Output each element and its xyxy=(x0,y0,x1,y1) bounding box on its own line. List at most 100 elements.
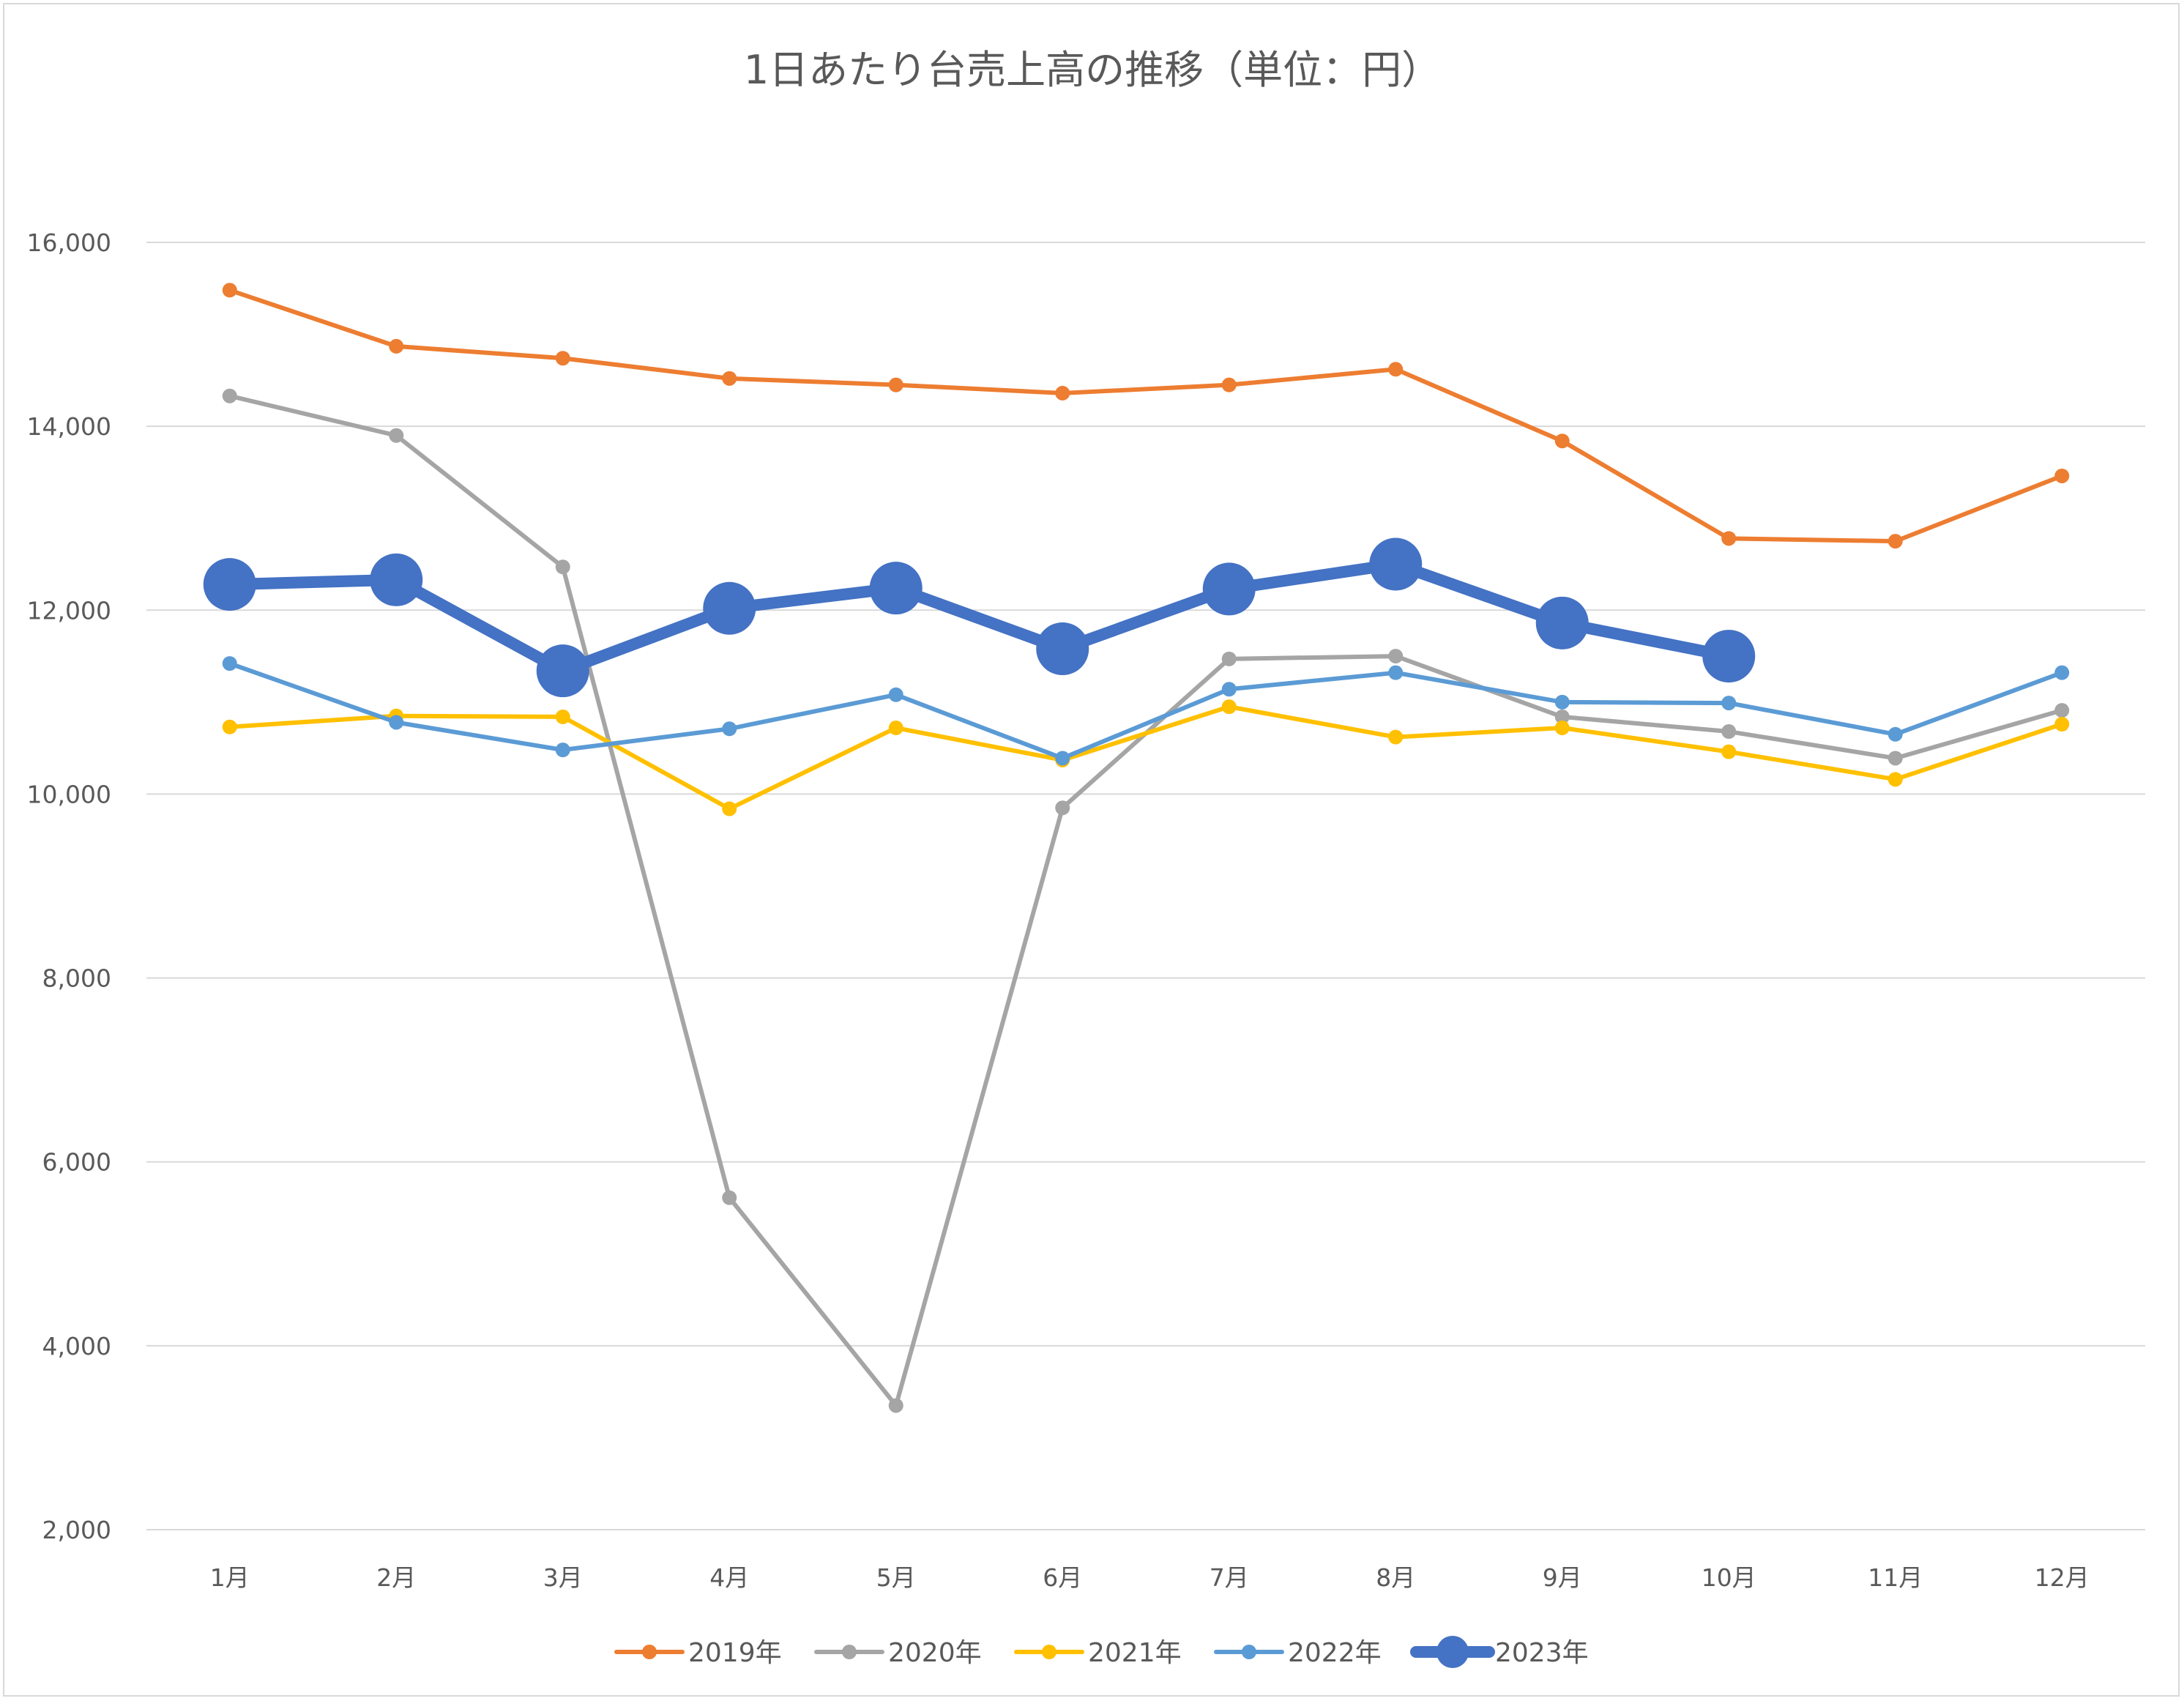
data-point xyxy=(888,687,903,702)
data-point xyxy=(222,656,237,671)
series-2023年 xyxy=(203,537,1756,698)
data-point xyxy=(1887,751,1903,766)
data-point xyxy=(1554,694,1570,710)
y-tick-label: 14,000 xyxy=(27,412,111,441)
series-2022年 xyxy=(222,656,2070,766)
y-tick-label: 2,000 xyxy=(42,1516,111,1544)
data-point xyxy=(222,388,237,403)
data-point xyxy=(888,377,903,392)
data-point xyxy=(1554,709,1570,724)
data-point xyxy=(389,428,404,443)
data-point xyxy=(1721,744,1737,759)
legend-label: 2021年 xyxy=(1088,1638,1182,1668)
data-point xyxy=(1554,721,1570,736)
chart-frame: 1日あたり台売上高の推移（単位：円） 2,000 4,000 6,000 8,000 1… xyxy=(3,3,2180,1697)
series-2020年 xyxy=(222,388,2070,1413)
data-point xyxy=(722,1190,737,1205)
data-point xyxy=(555,709,570,724)
x-tick-label: 3月 xyxy=(543,1563,583,1592)
legend: 2019年 2020年 2021年 2022年 2023年 xyxy=(614,1636,1589,1668)
legend-swatch-marker xyxy=(1436,1636,1469,1668)
data-point xyxy=(1369,537,1423,591)
x-tick-label: 12月 xyxy=(2035,1563,2090,1592)
data-point xyxy=(722,801,737,816)
data-point xyxy=(389,715,404,730)
data-point xyxy=(1388,649,1404,664)
data-point xyxy=(1388,362,1404,377)
data-point xyxy=(1202,562,1256,616)
gridlines xyxy=(146,242,2145,1530)
y-tick-label: 4,000 xyxy=(42,1332,111,1361)
data-point xyxy=(1887,772,1903,787)
legend-item: 2021年 xyxy=(1014,1638,1182,1668)
data-point xyxy=(1554,433,1570,449)
data-point xyxy=(1388,729,1404,745)
data-point xyxy=(2054,665,2070,680)
x-tick-label: 6月 xyxy=(1043,1563,1082,1592)
data-point xyxy=(1055,800,1070,816)
x-tick-label: 11月 xyxy=(1868,1563,1923,1592)
legend-label: 2022年 xyxy=(1288,1638,1382,1668)
data-point xyxy=(1221,651,1237,666)
data-point xyxy=(1221,682,1237,697)
y-tick-label: 10,000 xyxy=(27,780,111,808)
x-tick-label: 2月 xyxy=(376,1563,416,1592)
data-point xyxy=(1221,377,1237,392)
y-tick-label: 8,000 xyxy=(42,964,111,993)
data-point xyxy=(722,721,737,737)
legend-swatch-marker xyxy=(642,1645,657,1659)
data-point xyxy=(2054,468,2070,483)
data-point xyxy=(222,719,237,734)
y-tick-label: 12,000 xyxy=(27,596,111,625)
data-point xyxy=(1721,696,1737,711)
x-axis-ticks: 1月 2月 3月 4月 5月 6月 7月 8月 9月 10月 11月 12月 xyxy=(210,1563,2090,1592)
data-point xyxy=(703,581,756,635)
x-tick-label: 8月 xyxy=(1376,1563,1415,1592)
data-point xyxy=(888,721,903,736)
data-point xyxy=(1055,751,1070,766)
data-point xyxy=(1036,622,1089,676)
x-tick-label: 1月 xyxy=(210,1563,250,1592)
data-point xyxy=(555,559,570,575)
legend-swatch-marker xyxy=(1042,1645,1056,1659)
data-point xyxy=(555,351,570,366)
data-point xyxy=(1221,699,1237,715)
data-point xyxy=(1721,531,1737,546)
data-point xyxy=(203,558,256,611)
x-tick-label: 9月 xyxy=(1543,1563,1582,1592)
legend-item: 2022年 xyxy=(1214,1638,1382,1668)
data-point xyxy=(2054,716,2070,732)
series-line xyxy=(227,661,2065,761)
legend-item: 2020年 xyxy=(814,1638,982,1668)
series-line xyxy=(227,704,2065,811)
data-point xyxy=(1388,665,1404,680)
x-tick-label: 5月 xyxy=(876,1563,916,1592)
legend-swatch-marker xyxy=(1242,1645,1256,1659)
legend-item: 2019年 xyxy=(614,1638,782,1668)
legend-item: 2023年 xyxy=(1410,1636,1589,1668)
data-point xyxy=(1887,534,1903,549)
line-chart: 1日あたり台売上高の推移（単位：円） 2,000 4,000 6,000 8,000 1… xyxy=(27,47,2145,1668)
data-point xyxy=(1055,385,1070,401)
y-tick-label: 6,000 xyxy=(42,1148,111,1177)
x-tick-label: 10月 xyxy=(1702,1563,1756,1592)
data-point xyxy=(1702,630,1756,683)
data-point xyxy=(536,644,589,698)
chart-title: 1日あたり台売上高の推移（単位：円） xyxy=(744,47,1441,93)
data-point xyxy=(888,1398,903,1413)
series-line xyxy=(227,393,2065,1408)
data-point xyxy=(370,553,423,606)
series-line xyxy=(223,558,1735,677)
data-point xyxy=(869,562,923,615)
data-point xyxy=(722,371,737,386)
y-tick-label: 16,000 xyxy=(27,228,111,257)
x-tick-label: 7月 xyxy=(1210,1563,1249,1592)
data-point xyxy=(1721,724,1737,740)
data-point xyxy=(1887,726,1903,742)
data-point xyxy=(555,742,570,758)
data-point xyxy=(2054,703,2070,718)
data-point xyxy=(389,338,404,354)
legend-label: 2023年 xyxy=(1495,1638,1589,1668)
legend-label: 2020年 xyxy=(888,1638,982,1668)
series-lines xyxy=(203,283,2070,1413)
